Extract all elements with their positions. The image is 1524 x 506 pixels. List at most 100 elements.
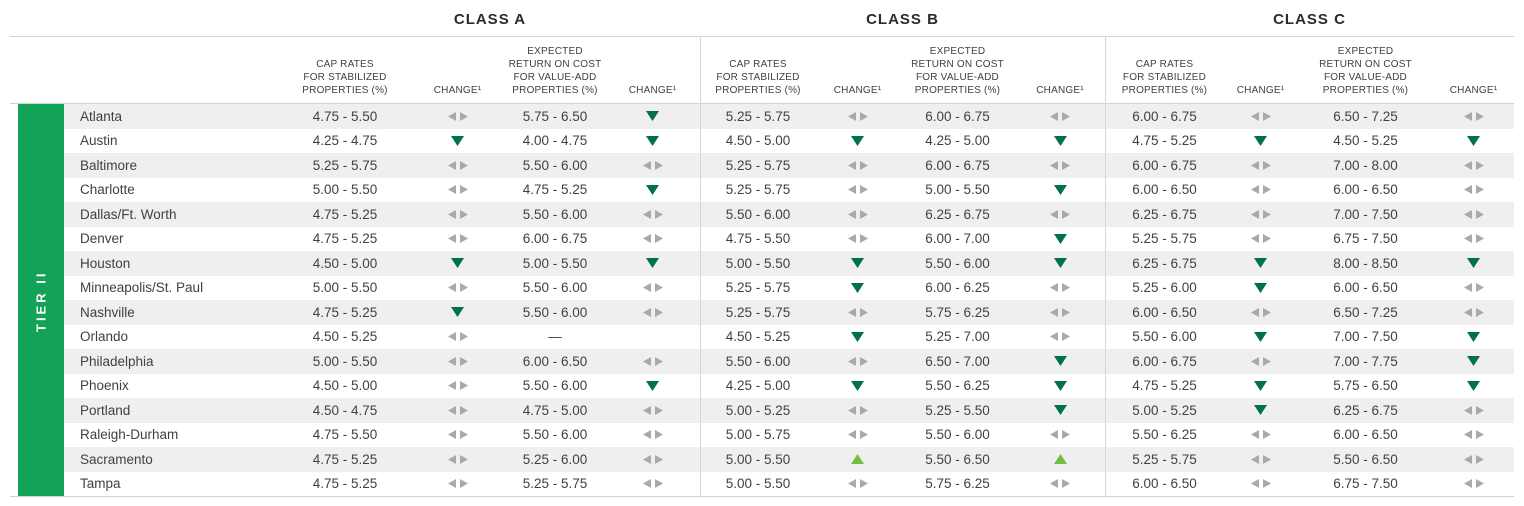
class-c-cap-change (1223, 300, 1298, 325)
class-a-expected-return: 5.25 - 5.75 (522, 476, 588, 492)
class-a-change-header: CHANGE¹ (628, 85, 677, 96)
class-a-roc-change (605, 472, 700, 497)
class-b-cap-rate: 4.50 - 5.00 (700, 128, 815, 153)
class-a-roc-change (605, 398, 700, 423)
row-left-spacer (10, 325, 18, 350)
class-b-expected-return: 6.00 - 6.25 (925, 280, 990, 296)
class-b-roc-change (1015, 153, 1105, 178)
change-flat-icon (847, 479, 868, 489)
change-down-icon (1467, 331, 1480, 342)
change-flat-icon (642, 209, 663, 219)
class-c-expected-return: 4.50 - 5.25 (1333, 133, 1398, 149)
class-b-expected-return: 6.00 - 6.75 (900, 153, 1015, 178)
change-flat-icon (447, 454, 468, 464)
row-left-spacer (10, 423, 18, 448)
tier-bar-segment (18, 226, 64, 251)
change-down-icon (1467, 356, 1480, 367)
class-c-cap-rate: 6.25 - 6.75 (1105, 251, 1223, 276)
class-a-cap-rate: 5.00 - 5.50 (312, 182, 378, 198)
class-a-expected-return: 5.50 - 6.00 (522, 280, 588, 296)
class-b-roc-change (1015, 276, 1105, 301)
change-down-icon (1053, 356, 1067, 367)
class-c-roc-change (1433, 398, 1514, 423)
table-row: Atlanta 4.75 - 5.50 5.75 - 6.50 5.25 - 5.75… (10, 104, 1514, 129)
class-c-expected-return: 6.50 - 7.25 (1298, 300, 1433, 325)
class-a-roc-change (605, 202, 700, 227)
class-b-roc-change (1015, 423, 1105, 448)
city-name: Austin (80, 133, 118, 149)
row-left-spacer (10, 349, 18, 374)
tier-bar-segment (18, 349, 64, 374)
class-c-expected-return-header: EXPECTED RETURN ON COST FOR VALUE-ADD PR… (1319, 46, 1412, 96)
class-c-cap-rate: 4.75 - 5.25 (1105, 373, 1223, 398)
class-c-cap-rates-header: CAP RATES FOR STABILIZED PROPERTIES (%) (1105, 37, 1223, 103)
class-a-cap-rate: 5.00 - 5.50 (280, 349, 410, 374)
city-name: Dallas/Ft. Worth (64, 202, 280, 227)
class-a-expected-return: 5.75 - 6.50 (505, 104, 605, 129)
column-headers-row: CAP RATES FOR STABILIZED PROPERTIES (%) … (10, 36, 1514, 104)
class-a-cap-change (410, 129, 505, 154)
class-c-cap-rate: 6.00 - 6.75 (1105, 349, 1223, 374)
table-row: Charlotte 5.00 - 5.50 4.75 - 5.25 5.25 - 5.… (10, 177, 1514, 202)
change-flat-icon (1050, 160, 1070, 170)
city-name: Nashville (64, 300, 280, 325)
row-left-spacer (10, 202, 18, 227)
class-b-expected-return: 5.25 - 5.50 (900, 398, 1015, 423)
class-c-expected-return: 6.50 - 7.25 (1298, 104, 1433, 129)
city-name: Orlando (80, 329, 129, 345)
class-b-change-header: CHANGE¹ (833, 85, 882, 96)
class-b-cap-rate: 5.50 - 6.00 (700, 349, 815, 374)
class-c-cap-change (1223, 398, 1298, 423)
class-c-roc-change (1433, 104, 1514, 129)
change-down-icon (1053, 380, 1067, 391)
table-row: Dallas/Ft. Worth 4.75 - 5.25 5.50 - 6.00 5.… (10, 202, 1514, 227)
class-b-expected-return: 5.00 - 5.50 (925, 182, 990, 198)
class-c-expected-return: 6.00 - 6.50 (1333, 427, 1398, 443)
class-a-cap-rate: 5.00 - 5.50 (312, 280, 378, 296)
change-flat-icon (847, 160, 868, 170)
class-c-cap-rate: 5.50 - 6.00 (1105, 324, 1223, 349)
class-c-cap-rate: 5.25 - 5.75 (1105, 447, 1223, 472)
row-left-spacer (10, 472, 18, 497)
change-flat-icon (1463, 283, 1484, 293)
class-a-cap-rate: 4.75 - 5.25 (312, 231, 378, 247)
class-b-cap-rate: 5.25 - 5.75 (700, 177, 815, 202)
change-flat-icon (447, 381, 468, 391)
class-a-roc-change (605, 374, 700, 399)
class-a-expected-return: 6.00 - 6.50 (505, 349, 605, 374)
tier-bar-segment (18, 104, 64, 129)
tier-bar-segment (18, 373, 64, 398)
class-b-expected-return: 4.25 - 5.00 (925, 133, 990, 149)
class-c-cap-change (1223, 349, 1298, 374)
change-down-icon (1254, 405, 1267, 416)
class-b-cap-rate: 4.75 - 5.50 (700, 226, 815, 251)
class-a-cap-change (410, 300, 505, 325)
class-c-expected-return: 8.00 - 8.50 (1298, 251, 1433, 276)
city-name: Raleigh-Durham (80, 427, 179, 443)
class-a-roc-change (605, 423, 700, 448)
class-a-cap-change (410, 325, 505, 350)
class-a-title: CLASS A (453, 10, 527, 28)
class-a-roc-change (605, 251, 700, 276)
class-a-roc-change (605, 349, 700, 374)
class-b-cap-change (815, 153, 900, 178)
class-c-roc-change (1433, 447, 1514, 472)
city-name: Charlotte (80, 182, 135, 198)
class-b-cap-change (815, 129, 900, 154)
change-down-icon (1053, 184, 1067, 195)
class-a-expected-return: 5.25 - 6.00 (505, 447, 605, 472)
class-c-cap-rate: 4.75 - 5.25 (1105, 128, 1223, 153)
class-a-expected-return: 5.50 - 6.00 (522, 427, 588, 443)
class-b-cap-change (815, 423, 900, 448)
change-flat-icon (447, 185, 468, 195)
class-a-expected-return: 6.00 - 6.75 (522, 231, 588, 247)
class-a-expected-return-header: EXPECTED RETURN ON COST FOR VALUE-ADD PR… (508, 46, 602, 96)
class-a-cap-rate: 4.50 - 5.00 (280, 251, 410, 276)
change-flat-icon (447, 283, 468, 293)
class-c-cap-change (1223, 129, 1298, 154)
class-b-roc-change (1015, 104, 1105, 129)
class-c-expected-return: 7.00 - 8.00 (1298, 153, 1433, 178)
class-b-expected-return: 5.50 - 6.25 (925, 378, 990, 394)
change-up-icon (851, 454, 864, 465)
class-b-roc-change (1015, 472, 1105, 497)
